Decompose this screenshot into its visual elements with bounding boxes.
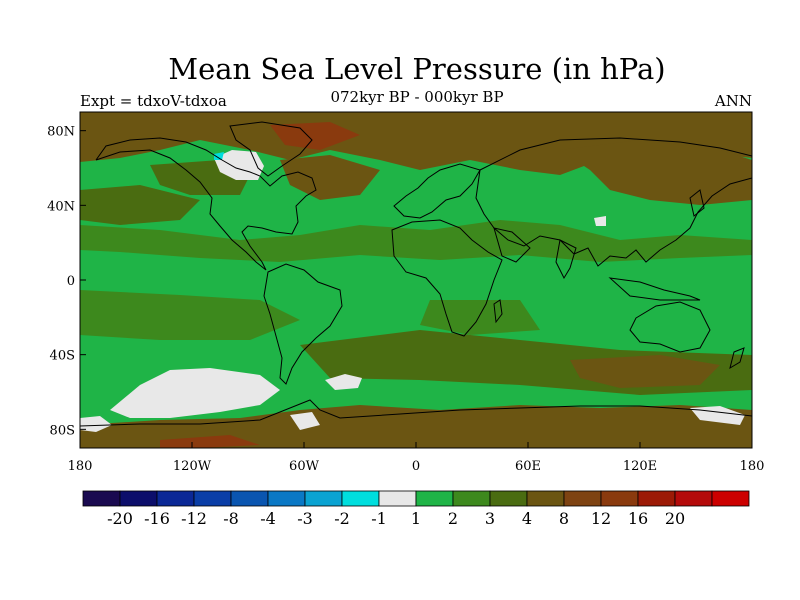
- colorbar-label: -8: [223, 509, 239, 528]
- coast-japan: [689, 189, 705, 217]
- colorbar-label: 16: [628, 509, 648, 528]
- lat-tick-label: 0: [67, 274, 75, 289]
- lat-tick-label: 80N: [47, 125, 75, 140]
- colorbar: -20 -16 -12 -8 -4 -3 -2 -1 1 2 3 4 8 12 16 20: [82, 490, 750, 528]
- colorbar-label: 20: [665, 509, 685, 528]
- colorbar-swatch: [119, 490, 158, 507]
- field-region-arctic-core: [270, 122, 360, 150]
- colorbar-label: -1: [371, 509, 387, 528]
- coast-new-zealand: [729, 347, 745, 370]
- colorbar-label: -12: [181, 509, 207, 528]
- colorbar-label: 3: [485, 509, 495, 528]
- colorbar-label: 4: [522, 509, 532, 528]
- lon-tick-label: 0: [412, 459, 420, 474]
- coast-arabia: [493, 227, 531, 263]
- field-region-south-pacific: [80, 290, 300, 340]
- lat-tick-label: 80S: [50, 423, 75, 438]
- latitude-axis: 80N 40N 0 40S 80S: [47, 125, 86, 438]
- season-label: ANN: [714, 92, 752, 110]
- lon-tick-label: 120W: [173, 459, 212, 474]
- colorbar-label: -16: [144, 509, 170, 528]
- lon-tick-label: 180: [68, 459, 93, 474]
- lon-tick-label: 120E: [623, 459, 657, 474]
- colorbar-swatch: [378, 490, 417, 507]
- map-subtitle: 072kyr BP - 000kyr BP: [330, 88, 504, 106]
- coast-south-america: [263, 263, 343, 385]
- field-region-indian-ocean: [570, 355, 720, 388]
- coast-madagascar: [493, 299, 503, 324]
- experiment-label: Expt = tdxoV-tdxoa: [80, 92, 227, 110]
- field-region-subtropics-north: [80, 220, 752, 262]
- coast-australia: [629, 301, 711, 353]
- colorbar-swatch: [415, 490, 454, 507]
- field-region-tibet: [594, 216, 606, 226]
- colorbar-swatch: [489, 490, 528, 507]
- colorbar-swatch: [267, 490, 306, 507]
- coast-europe: [393, 163, 481, 219]
- coast-antarctica: [80, 399, 752, 427]
- coast-asia: [475, 137, 752, 267]
- colorbar-label: 8: [559, 509, 569, 528]
- colorbar-swatch: [563, 490, 602, 507]
- colorbar-swatch: [452, 490, 491, 507]
- field-region-north-pacific: [80, 185, 200, 225]
- colorbar-label: -4: [260, 509, 276, 528]
- colorbar-swatch: [600, 490, 639, 507]
- colorbar-swatch: [304, 490, 343, 507]
- coast-africa: [391, 219, 503, 337]
- colorbar-swatch: [341, 490, 380, 507]
- coast-north-america: [95, 137, 317, 271]
- coast-greenland: [229, 121, 313, 177]
- colorbar-label: -3: [297, 509, 313, 528]
- field-region-southeast-pacific-low: [110, 368, 280, 418]
- field-region-antarctic-shelf: [80, 416, 112, 432]
- colorbar-swatch: [156, 490, 195, 507]
- colorbar-swatch: [637, 490, 676, 507]
- colorbar-label: -20: [107, 509, 133, 528]
- colorbar-label: 2: [448, 509, 458, 528]
- field-region-antarctic-margin: [80, 405, 752, 448]
- field-region-siberia: [560, 140, 752, 205]
- lon-tick-label: 60W: [289, 459, 320, 474]
- colorbar-swatch: [82, 490, 121, 507]
- pressure-field: [80, 112, 752, 448]
- lat-tick-label: 40N: [47, 199, 75, 214]
- colorbar-label: 12: [591, 509, 611, 528]
- colorbar-swatch: [526, 490, 565, 507]
- field-region-weddell: [290, 412, 320, 430]
- colorbar-label: 1: [411, 509, 421, 528]
- coastlines: [80, 121, 752, 427]
- colorbar-swatch: [674, 490, 713, 507]
- colorbar-swatch: [230, 490, 269, 507]
- colorbar-label: -2: [334, 509, 350, 528]
- field-region-south-atlantic-low: [325, 374, 362, 390]
- longitude-axis: 180 120W 60W 0 60E 120E 180: [68, 442, 765, 474]
- field-region-greenland-core: [214, 152, 224, 160]
- map-title: Mean Sea Level Pressure (in hPa): [168, 52, 666, 86]
- coast-indonesia: [608, 277, 701, 301]
- lon-tick-label: 180: [740, 459, 765, 474]
- colorbar-swatch: [193, 490, 232, 507]
- lat-tick-label: 40S: [50, 349, 75, 364]
- field-region-antarctic-core: [160, 435, 260, 448]
- colorbar-swatch: [711, 490, 750, 507]
- lon-tick-label: 60E: [515, 459, 541, 474]
- coast-india: [555, 239, 577, 280]
- field-region-north-atlantic: [280, 155, 380, 200]
